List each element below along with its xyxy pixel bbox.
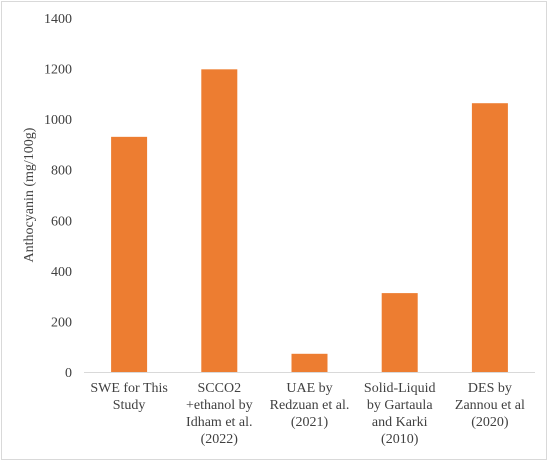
bar bbox=[381, 293, 418, 372]
y-tick-label: 1400 bbox=[44, 12, 72, 27]
x-tick-label: and Karki bbox=[372, 415, 428, 430]
y-tick-label: 1000 bbox=[44, 113, 72, 128]
x-tick-label: Idham et al. bbox=[186, 415, 252, 430]
bar bbox=[471, 103, 508, 372]
y-tick-label: 1200 bbox=[44, 63, 72, 78]
x-tick-label: Redzuan et al. bbox=[270, 398, 350, 413]
x-axis-labels: SWE for This Study SCCO2 +ethanol by Idham e… bbox=[90, 381, 525, 447]
x-tick-label: Zannou et al bbox=[455, 398, 525, 413]
y-axis-ticks: 0 200 400 600 800 1000 1200 1400 bbox=[44, 12, 72, 381]
x-tick-label: (2022) bbox=[201, 432, 239, 447]
x-tick-label: (2021) bbox=[291, 415, 329, 430]
x-tick-label: SCCO2 bbox=[198, 381, 242, 396]
x-tick-label: (2010) bbox=[381, 432, 419, 447]
x-tick-label: Solid-Liquid bbox=[364, 381, 436, 396]
x-tick-label: SWE for This bbox=[90, 381, 168, 396]
bar bbox=[111, 136, 148, 372]
x-tick-label: UAE by bbox=[286, 381, 332, 396]
y-tick-label: 800 bbox=[51, 164, 72, 179]
y-tick-label: 600 bbox=[51, 214, 72, 229]
x-tick-label: DES by bbox=[468, 381, 512, 396]
x-tick-label: +ethanol by bbox=[186, 398, 253, 413]
bars bbox=[111, 69, 508, 372]
x-tick-label: (2020) bbox=[471, 415, 509, 430]
bar bbox=[291, 353, 328, 372]
y-tick-label: 400 bbox=[51, 265, 72, 280]
bar bbox=[201, 69, 238, 372]
x-tick-label: Study bbox=[113, 398, 146, 413]
y-tick-label: 0 bbox=[65, 366, 72, 381]
x-tick-label: by Gartaula bbox=[367, 398, 433, 413]
y-axis-label: Anthocyanin (mg/100g) bbox=[22, 127, 37, 262]
y-tick-label: 200 bbox=[51, 315, 72, 330]
